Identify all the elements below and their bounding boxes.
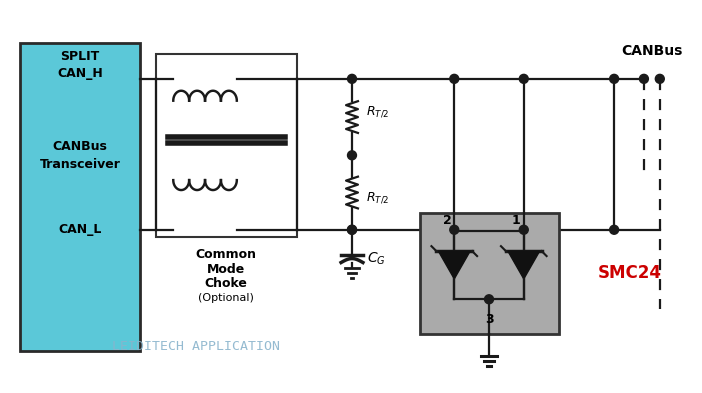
Circle shape — [640, 74, 649, 83]
Text: Transceiver: Transceiver — [39, 158, 120, 171]
Text: $R_{T/2}$: $R_{T/2}$ — [366, 105, 389, 119]
Text: Common: Common — [195, 248, 256, 261]
Text: $C_G$: $C_G$ — [367, 250, 385, 267]
Bar — [420, 213, 559, 334]
Bar — [157, 54, 298, 237]
Circle shape — [656, 74, 664, 83]
Text: 2: 2 — [442, 214, 451, 227]
Polygon shape — [508, 251, 540, 279]
Text: 3: 3 — [484, 313, 494, 326]
Text: 1: 1 — [512, 214, 521, 227]
Polygon shape — [438, 251, 470, 279]
Circle shape — [450, 74, 458, 83]
Text: CANBus: CANBus — [621, 44, 682, 58]
Text: SPLIT: SPLIT — [60, 50, 100, 62]
Text: CANBus: CANBus — [53, 140, 107, 153]
Circle shape — [347, 225, 357, 234]
Text: LEIDITECH APPLICATION: LEIDITECH APPLICATION — [112, 340, 280, 353]
Text: CAN_H: CAN_H — [57, 67, 102, 81]
Circle shape — [347, 74, 357, 83]
Text: (Optional): (Optional) — [198, 293, 254, 303]
Circle shape — [519, 225, 528, 234]
Text: $R_{T/2}$: $R_{T/2}$ — [366, 190, 389, 205]
Text: Mode: Mode — [207, 263, 245, 275]
Bar — [20, 43, 140, 351]
Text: CAN_L: CAN_L — [58, 223, 102, 236]
Circle shape — [347, 151, 357, 160]
Text: Choke: Choke — [204, 277, 247, 290]
Circle shape — [609, 225, 618, 234]
Circle shape — [450, 225, 458, 234]
Circle shape — [609, 74, 618, 83]
Text: SMC24: SMC24 — [598, 264, 662, 283]
Circle shape — [347, 225, 357, 234]
Circle shape — [484, 295, 494, 304]
Circle shape — [519, 74, 528, 83]
